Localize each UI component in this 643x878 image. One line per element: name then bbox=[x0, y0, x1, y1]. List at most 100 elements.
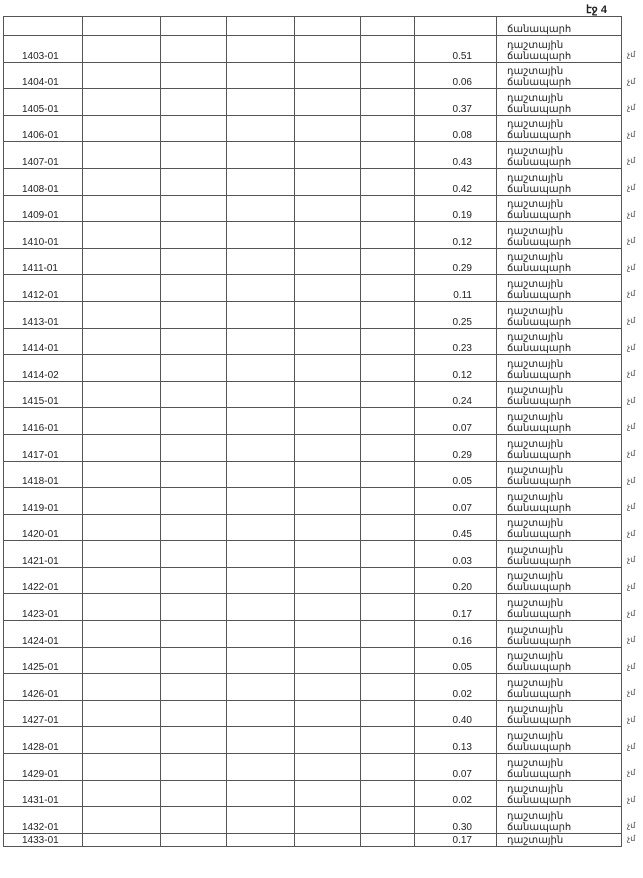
empty-cell bbox=[82, 646, 161, 675]
empty-cell bbox=[360, 806, 415, 834]
empty-cell bbox=[360, 779, 415, 808]
empty-cell bbox=[160, 832, 227, 847]
parcel-area: 0.07 bbox=[414, 753, 497, 781]
empty-cell bbox=[294, 620, 361, 648]
empty-cell bbox=[294, 380, 361, 409]
parcel-code: 1419-01 bbox=[3, 487, 83, 515]
empty-cell bbox=[160, 114, 227, 143]
side-mark: չմ bbox=[627, 50, 636, 60]
type-line: ճանապարհ bbox=[507, 555, 572, 567]
empty-cell bbox=[82, 540, 161, 568]
type-line: ճանապարհ bbox=[507, 476, 572, 488]
parcel-code: 1414-02 bbox=[3, 354, 83, 382]
side-mark: չմ bbox=[627, 528, 636, 538]
empty-cell bbox=[160, 61, 227, 90]
empty-cell bbox=[226, 513, 295, 542]
parcel-type: դաշտային ճանապարհ bbox=[496, 726, 622, 755]
type-line: ճանապարհ bbox=[507, 236, 572, 248]
parcel-area: 0.40 bbox=[414, 699, 497, 728]
empty-cell bbox=[294, 646, 361, 675]
empty-cell bbox=[360, 114, 415, 143]
empty-cell bbox=[226, 380, 295, 409]
empty-cell bbox=[82, 779, 161, 808]
empty-cell bbox=[82, 221, 161, 249]
type-line: ճանապարհ bbox=[507, 289, 572, 301]
empty-cell bbox=[160, 354, 227, 382]
type-line: դաշտային bbox=[507, 119, 564, 131]
parcel-type: դաշտային ճանապարհ bbox=[496, 35, 622, 63]
empty-cell bbox=[160, 221, 227, 249]
empty-cell bbox=[360, 141, 415, 169]
parcel-type: դաշտային ճանապարհ bbox=[496, 247, 622, 276]
empty-cell bbox=[160, 487, 227, 515]
parcel-code: 1431-01 bbox=[3, 779, 83, 808]
parcel-code: 1416-01 bbox=[3, 407, 83, 435]
type-line: դաշտային bbox=[507, 438, 564, 450]
empty-cell bbox=[226, 167, 295, 196]
table-row: 1428-01 0.13 դաշտային ճանապարհ bbox=[3, 726, 622, 755]
empty-cell bbox=[226, 247, 295, 276]
table-row: 1414-01 0.23 դաշտային ճանապարհ bbox=[3, 327, 622, 356]
empty-cell bbox=[294, 35, 361, 63]
type-line: դաշտային bbox=[507, 810, 564, 822]
type-line: ճանապարհ bbox=[507, 529, 572, 541]
empty-cell bbox=[360, 673, 415, 701]
empty-cell bbox=[160, 726, 227, 755]
parcel-code: 1403-01 bbox=[3, 35, 83, 63]
type-line: դաշտային bbox=[507, 305, 564, 317]
parcel-area: 0.12 bbox=[414, 221, 497, 249]
parcel-area: 0.03 bbox=[414, 540, 497, 568]
empty-cell bbox=[360, 300, 415, 329]
empty-cell bbox=[360, 620, 415, 648]
empty-cell bbox=[294, 300, 361, 329]
side-mark: չմ bbox=[627, 183, 636, 193]
type-line: ճանապարհ bbox=[507, 50, 572, 62]
empty-cell bbox=[160, 513, 227, 542]
empty-cell bbox=[82, 167, 161, 196]
empty-cell bbox=[82, 35, 161, 63]
table-row: 1408-01 0.42 դաշտային ճանապարհ bbox=[3, 167, 622, 196]
type-line: դաշտային bbox=[507, 332, 564, 344]
empty-cell bbox=[294, 327, 361, 356]
table-row: 1420-01 0.45 դաշտային ճանապարհ bbox=[3, 513, 622, 542]
parcel-code: 1425-01 bbox=[3, 646, 83, 675]
parcel-area: 0.43 bbox=[414, 141, 497, 169]
parcel-type: դաշտային ճանապարհ bbox=[496, 806, 622, 834]
empty-cell bbox=[160, 620, 227, 648]
parcel-type: դաշտային ճանապարհ bbox=[496, 61, 622, 90]
empty-cell bbox=[294, 593, 361, 622]
type-line: դաշտային bbox=[507, 784, 564, 796]
parcel-code: 1415-01 bbox=[3, 380, 83, 409]
table-row: ճանապարհ bbox=[3, 16, 622, 36]
parcel-area: 0.02 bbox=[414, 779, 497, 808]
parcel-area: 0.25 bbox=[414, 300, 497, 329]
empty-cell bbox=[226, 540, 295, 568]
empty-cell bbox=[226, 566, 295, 595]
parcel-type: դաշտային ճանապարհ bbox=[496, 540, 622, 568]
parcel-type: դաշտային ճանապարհ bbox=[496, 779, 622, 808]
empty-cell bbox=[226, 832, 295, 847]
parcel-type: դաշտային ճանապարհ bbox=[496, 141, 622, 169]
empty-cell bbox=[360, 407, 415, 435]
type-line: ճանապարհ bbox=[507, 742, 572, 754]
empty-cell bbox=[360, 354, 415, 382]
side-mark: չմ bbox=[627, 262, 636, 272]
empty-cell bbox=[82, 832, 161, 847]
parcel-code: 1423-01 bbox=[3, 593, 83, 622]
parcel-code: 1412-01 bbox=[3, 274, 83, 302]
empty-cell bbox=[294, 806, 361, 834]
empty-cell bbox=[226, 194, 295, 223]
parcel-type: դաշտային ճանապարհ bbox=[496, 699, 622, 728]
empty-cell bbox=[360, 513, 415, 542]
type-line: դաշտային bbox=[507, 172, 564, 184]
empty-cell bbox=[226, 487, 295, 515]
empty-cell bbox=[294, 699, 361, 728]
parcel-area: 0.37 bbox=[414, 88, 497, 116]
parcel-area: 0.19 bbox=[414, 194, 497, 223]
table-row: 1431-01 0.02 դաշտային ճանապարհ bbox=[3, 779, 622, 808]
parcel-type: դաշտային ճանապարհ bbox=[496, 380, 622, 409]
parcel-area: 0.20 bbox=[414, 566, 497, 595]
empty-cell bbox=[226, 221, 295, 249]
parcel-area: 0.42 bbox=[414, 167, 497, 196]
empty-cell bbox=[82, 274, 161, 302]
